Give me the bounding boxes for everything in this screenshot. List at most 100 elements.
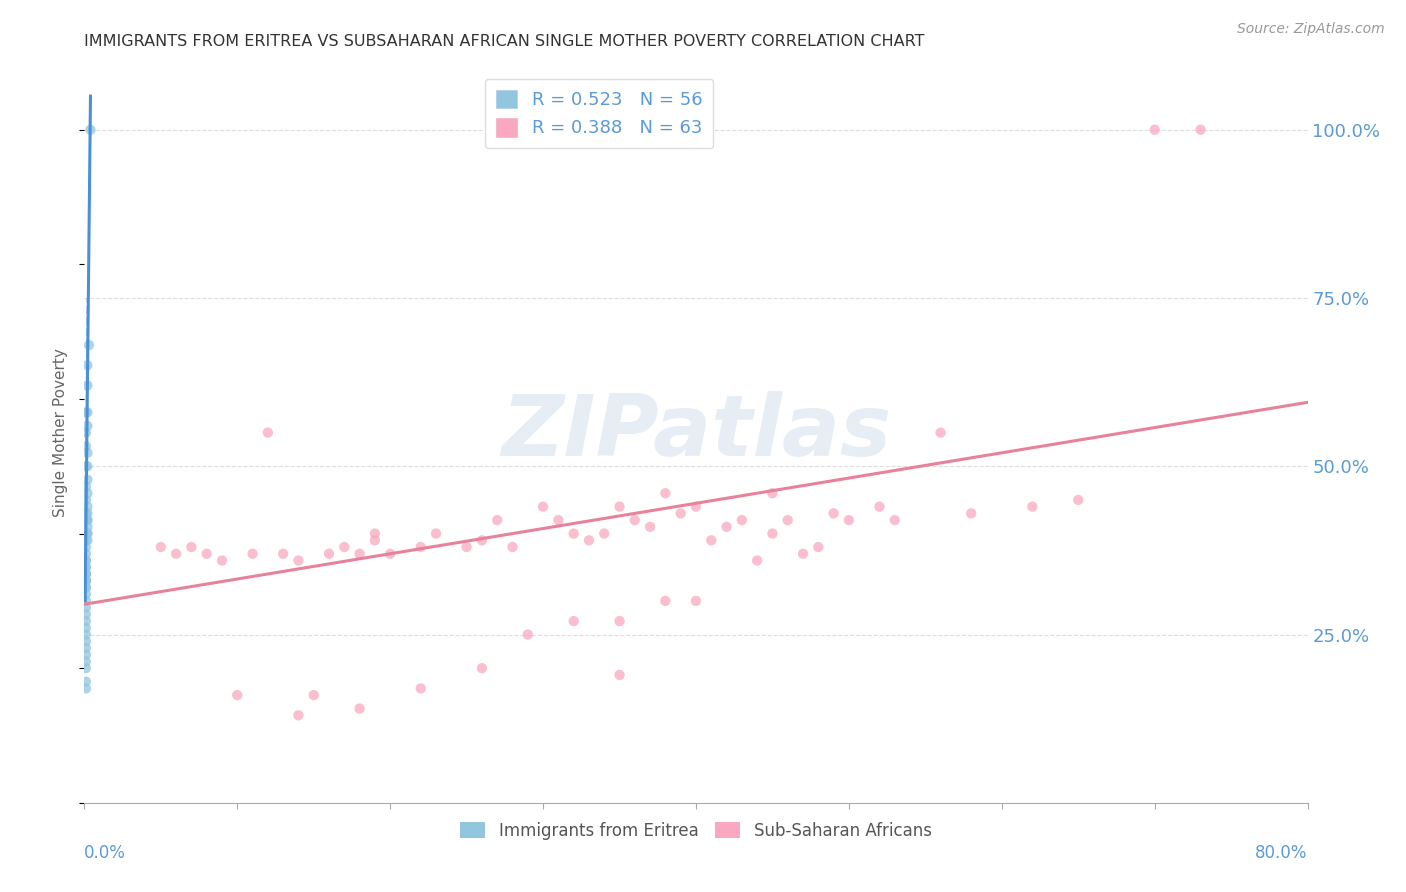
Text: 80.0%: 80.0%	[1256, 844, 1308, 862]
Point	[838, 513, 860, 527]
Point	[609, 614, 631, 628]
Point	[75, 581, 97, 595]
Point	[75, 405, 97, 419]
Point	[75, 566, 97, 581]
Point	[333, 540, 356, 554]
Point	[76, 359, 98, 373]
Point	[75, 560, 97, 574]
Point	[318, 547, 340, 561]
Point	[257, 425, 280, 440]
Point	[349, 701, 371, 715]
Point	[75, 439, 97, 453]
Point	[75, 634, 97, 648]
Point	[685, 500, 707, 514]
Text: IMMIGRANTS FROM ERITREA VS SUBSAHARAN AFRICAN SINGLE MOTHER POVERTY CORRELATION : IMMIGRANTS FROM ERITREA VS SUBSAHARAN AF…	[84, 34, 925, 49]
Point	[75, 425, 97, 440]
Point	[287, 708, 309, 723]
Point	[75, 581, 97, 595]
Point	[75, 661, 97, 675]
Point	[195, 547, 218, 561]
Point	[77, 338, 100, 352]
Point	[609, 668, 631, 682]
Point	[75, 540, 97, 554]
Point	[76, 520, 98, 534]
Point	[75, 655, 97, 669]
Point	[75, 621, 97, 635]
Point	[226, 688, 249, 702]
Point	[531, 500, 554, 514]
Point	[75, 574, 97, 588]
Point	[578, 533, 600, 548]
Point	[75, 507, 97, 521]
Point	[75, 479, 97, 493]
Point	[349, 547, 371, 561]
Point	[654, 486, 676, 500]
Point	[471, 661, 494, 675]
Point	[409, 540, 432, 554]
Point	[792, 547, 814, 561]
Point	[486, 513, 509, 527]
Point	[516, 627, 538, 641]
Point	[75, 627, 97, 641]
Point	[624, 513, 647, 527]
Point	[75, 640, 97, 655]
Point	[547, 513, 569, 527]
Point	[75, 674, 97, 689]
Text: ZIPatlas: ZIPatlas	[501, 391, 891, 475]
Point	[562, 614, 585, 628]
Point	[75, 560, 97, 574]
Point	[75, 648, 97, 662]
Point	[700, 533, 723, 548]
Point	[456, 540, 478, 554]
Point	[75, 553, 97, 567]
Point	[76, 513, 98, 527]
Point	[638, 520, 661, 534]
Point	[502, 540, 524, 554]
Point	[823, 507, 845, 521]
Point	[76, 459, 98, 474]
Point	[716, 520, 738, 534]
Point	[75, 594, 97, 608]
Point	[76, 533, 98, 548]
Point	[761, 486, 783, 500]
Point	[669, 507, 692, 521]
Point	[75, 607, 97, 622]
Point	[562, 526, 585, 541]
Text: 0.0%: 0.0%	[84, 844, 127, 862]
Point	[76, 500, 98, 514]
Point	[1067, 492, 1090, 507]
Point	[75, 574, 97, 588]
Point	[593, 526, 616, 541]
Point	[165, 547, 187, 561]
Point	[75, 600, 97, 615]
Point	[1143, 122, 1166, 136]
Point	[76, 507, 98, 521]
Legend: Immigrants from Eritrea, Sub-Saharan Africans: Immigrants from Eritrea, Sub-Saharan Afr…	[454, 815, 938, 847]
Point	[76, 526, 98, 541]
Point	[747, 553, 769, 567]
Point	[409, 681, 432, 696]
Point	[960, 507, 983, 521]
Text: Source: ZipAtlas.com: Source: ZipAtlas.com	[1237, 22, 1385, 37]
Point	[76, 486, 98, 500]
Point	[75, 547, 97, 561]
Point	[76, 418, 98, 433]
Point	[75, 681, 97, 696]
Point	[425, 526, 447, 541]
Point	[609, 500, 631, 514]
Point	[180, 540, 202, 554]
Point	[75, 459, 97, 474]
Point	[75, 513, 97, 527]
Y-axis label: Single Mother Poverty: Single Mother Poverty	[53, 348, 69, 517]
Point	[364, 533, 387, 548]
Point	[287, 553, 309, 567]
Point	[76, 513, 98, 527]
Point	[76, 473, 98, 487]
Point	[75, 533, 97, 548]
Point	[776, 513, 799, 527]
Point	[76, 405, 98, 419]
Point	[471, 533, 494, 548]
Point	[211, 553, 233, 567]
Point	[76, 526, 98, 541]
Point	[75, 566, 97, 581]
